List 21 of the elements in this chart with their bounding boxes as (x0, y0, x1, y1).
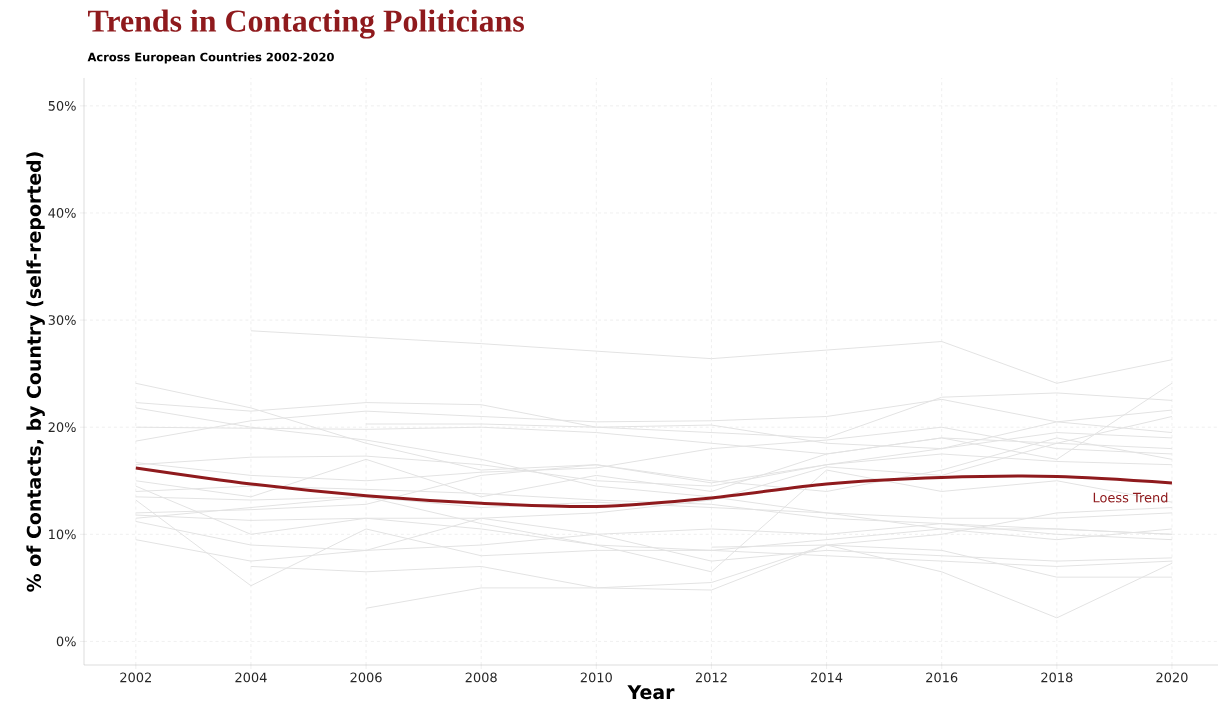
x-axis-title: Year (627, 685, 675, 700)
chart-subtitle: Across European Countries 2002-2020 (87, 52, 334, 64)
x-tick-label: 2012 (695, 672, 727, 683)
x-tick-label: 2020 (1156, 672, 1188, 683)
y-tick-label: 40% (48, 208, 76, 218)
y-tick-label: 10% (49, 529, 76, 540)
y-tick-label: 0% (56, 636, 76, 647)
x-tick-label: 2004 (235, 672, 267, 683)
series-label: Loess Trend (1093, 492, 1168, 503)
y-tick-label: 30% (48, 315, 76, 325)
x-tick-label: 2002 (120, 672, 151, 683)
x-tick-label: 2010 (580, 672, 612, 683)
x-tick-label: 2006 (350, 672, 382, 683)
y-tick-label: 20% (48, 422, 76, 433)
chart-title: Trends in Contacting Politicians (88, 9, 524, 39)
y-axis-title: % of Contacts, by Country (self-reported) (26, 152, 45, 592)
y-tick-label: 50% (48, 100, 76, 111)
x-tick-label: 2018 (1041, 672, 1073, 683)
x-tick-label: 2016 (926, 672, 958, 683)
x-tick-label: 2014 (811, 672, 843, 683)
x-tick-label: 2008 (465, 672, 497, 683)
